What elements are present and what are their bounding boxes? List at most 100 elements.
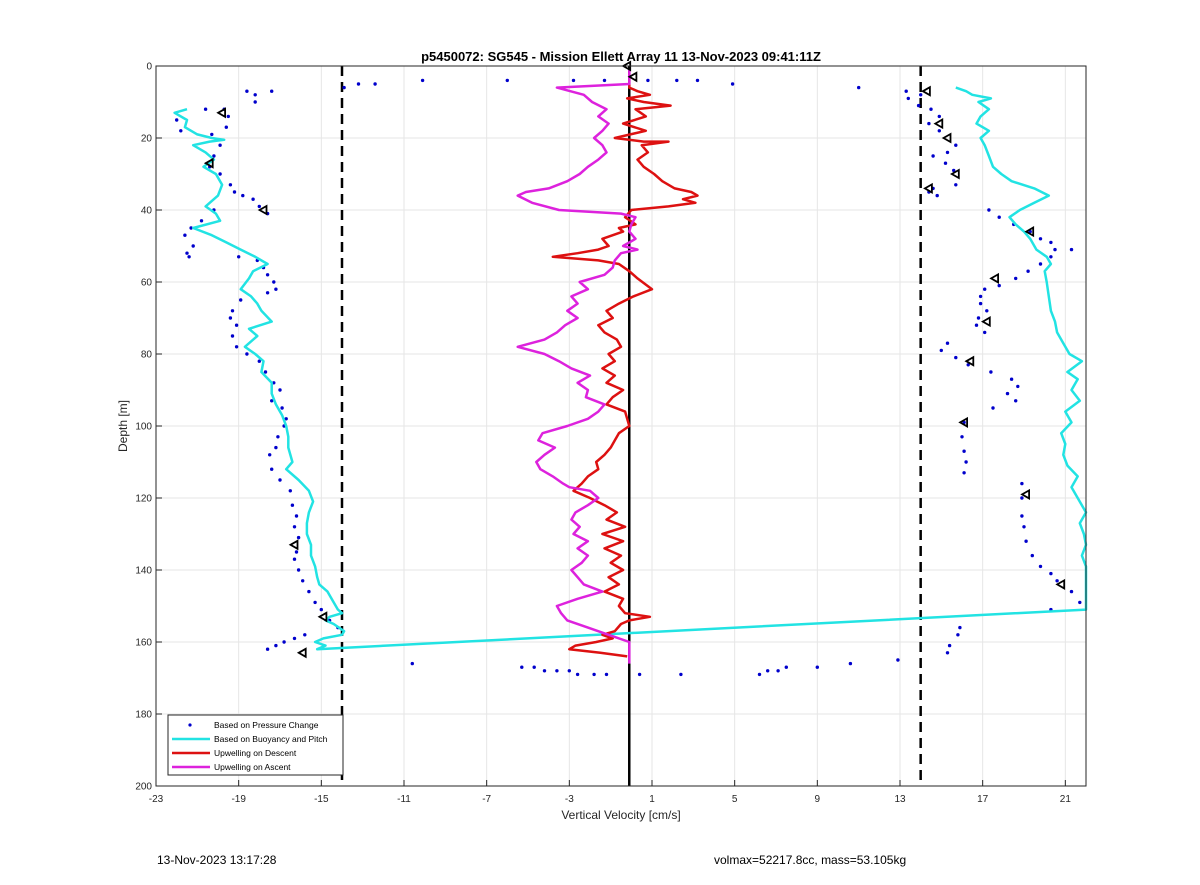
based-on-pressure-change-point <box>945 341 950 345</box>
based-on-pressure-change-point <box>274 287 278 291</box>
based-on-pressure-change-point <box>278 388 282 392</box>
based-on-pressure-change-point <box>919 93 923 97</box>
based-on-pressure-change-point <box>265 647 270 651</box>
based-on-pressure-change-point <box>187 255 191 259</box>
based-on-pressure-change-point <box>976 316 981 320</box>
based-on-pressure-change-point <box>567 669 571 673</box>
based-on-pressure-change-point <box>937 114 941 119</box>
based-on-pressure-change-point <box>228 316 233 320</box>
based-on-pressure-change-point <box>974 323 979 327</box>
based-on-pressure-change-point <box>939 348 943 353</box>
based-on-pressure-change-point <box>218 172 222 176</box>
based-on-pressure-change-point <box>1026 269 1030 273</box>
based-on-pressure-change-point <box>983 287 987 291</box>
based-on-pressure-change-point <box>1049 255 1053 259</box>
ascent-markers-triangle <box>296 647 307 659</box>
descent-markers-triangle <box>1020 488 1030 500</box>
y-tick-label: 60 <box>141 278 153 289</box>
based-on-pressure-change-point <box>784 665 788 669</box>
y-tick-label: 180 <box>135 710 152 721</box>
based-on-pressure-change-point <box>776 669 780 673</box>
based-on-pressure-change-point <box>245 352 249 356</box>
based-on-pressure-change-point <box>815 665 819 669</box>
based-on-pressure-change-point <box>679 672 683 677</box>
legend-entry-ascent: Upwelling on Ascent <box>214 762 291 772</box>
based-on-pressure-change-point <box>268 453 272 457</box>
based-on-pressure-change-point <box>945 651 950 655</box>
ascent-markers-triangle <box>216 107 226 119</box>
x-tick-label: 1 <box>649 794 655 805</box>
y-tick-label: 140 <box>135 566 152 577</box>
based-on-pressure-change-point <box>978 294 983 299</box>
based-on-pressure-change-point <box>230 309 235 313</box>
based-on-pressure-change-point <box>960 435 964 439</box>
based-on-pressure-change-point <box>230 334 235 338</box>
based-on-pressure-change-point <box>226 114 230 119</box>
based-on-pressure-change-point <box>956 633 960 637</box>
based-on-pressure-change-point <box>958 625 962 630</box>
based-on-pressure-change-point <box>292 636 297 641</box>
based-on-pressure-change-point <box>288 489 292 493</box>
y-tick-label: 100 <box>135 422 152 433</box>
based-on-pressure-change-point <box>505 78 509 83</box>
based-on-pressure-change-point <box>175 118 179 122</box>
based-on-pressure-change-point <box>1069 589 1074 594</box>
descent-markers-triangle <box>964 355 975 367</box>
x-tick-label: 9 <box>815 794 821 805</box>
based-on-pressure-change-point <box>232 190 237 194</box>
based-on-pressure-change-point <box>313 600 317 605</box>
based-on-pressure-change-point <box>916 103 921 108</box>
based-on-pressure-change-point <box>203 107 208 111</box>
based-on-pressure-change-point <box>274 445 278 450</box>
x-tick-label: 13 <box>894 794 906 805</box>
based-on-pressure-change-point <box>1022 525 1026 529</box>
based-on-pressure-change-point <box>931 154 935 158</box>
based-on-pressure-change-point <box>303 633 307 637</box>
based-on-pressure-change-point <box>987 208 991 212</box>
based-on-pressure-change-point <box>292 525 297 529</box>
x-tick-label: 17 <box>977 794 989 805</box>
based-on-pressure-change-point <box>1038 564 1043 569</box>
based-on-pressure-change-point <box>991 406 995 410</box>
descent-markers-triangle <box>958 416 968 428</box>
based-on-pressure-change-point <box>952 168 956 173</box>
based-on-pressure-change-point <box>954 143 958 147</box>
x-tick-label: -23 <box>149 794 164 805</box>
descent-markers-triangle <box>933 118 944 130</box>
based-on-pressure-change-point <box>1005 391 1010 396</box>
based-on-pressure-change-point <box>1055 579 1059 583</box>
x-tick-label: -7 <box>482 794 491 805</box>
based-on-pressure-change-point <box>241 193 245 198</box>
based-on-pressure-change-point <box>251 197 255 201</box>
descent-markers-triangle <box>989 272 999 284</box>
based-on-pressure-change-point <box>278 478 282 482</box>
based-on-pressure-change-point <box>532 665 536 669</box>
x-tick-label: 5 <box>732 794 738 805</box>
descent-markers-triangle <box>923 182 933 194</box>
based-on-pressure-change-point <box>966 363 970 367</box>
based-on-pressure-change-point <box>896 658 900 662</box>
series-layer <box>173 60 1088 677</box>
x-axis-label: Vertical Velocity [cm/s] <box>561 808 680 822</box>
y-tick-label: 0 <box>146 62 152 73</box>
based-on-pressure-change-point <box>253 93 257 97</box>
y-axis-ticks: 0 20 40 60 80 100 120 140 160 180 200 <box>135 62 162 793</box>
y-tick-label: 20 <box>141 134 153 145</box>
legend-entry-descent: Upwelling on Descent <box>214 748 297 758</box>
based-on-pressure-change-point <box>265 273 270 277</box>
based-on-pressure-change-point <box>857 85 861 90</box>
based-on-pressure-change-point <box>292 557 297 561</box>
descent-markers-triangle <box>921 85 931 97</box>
based-on-pressure-change-point <box>997 283 1001 288</box>
based-on-pressure-change-point <box>342 85 346 90</box>
based-on-pressure-change-point <box>234 323 239 327</box>
based-on-pressure-change-point <box>978 301 983 306</box>
based-on-pressure-change-point <box>1030 553 1035 558</box>
based-on-pressure-change-point <box>947 643 952 648</box>
based-on-pressure-change-point <box>191 244 195 248</box>
based-on-pressure-change-point <box>319 607 323 612</box>
descent-markers-triangle <box>980 316 991 328</box>
based-on-pressure-change-point <box>199 219 204 223</box>
descent-markers-triangle <box>941 132 952 144</box>
